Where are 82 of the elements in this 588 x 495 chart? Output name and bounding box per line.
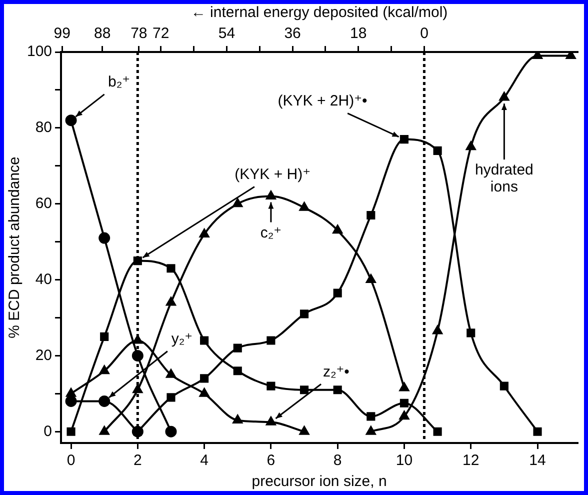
- point: [533, 427, 542, 436]
- point: [233, 344, 242, 352]
- point: [399, 410, 410, 420]
- point: [333, 386, 342, 394]
- point: [199, 388, 210, 397]
- point: [65, 114, 77, 126]
- point: [366, 210, 376, 220]
- y-tick-label: 40: [35, 270, 52, 288]
- point: [433, 427, 442, 436]
- point: [98, 395, 110, 407]
- point: [200, 374, 209, 383]
- x2-tick-label: 78: [130, 25, 148, 42]
- x-tick-label: 4: [200, 452, 208, 470]
- point: [300, 310, 309, 318]
- annotation: (KYK + 2H)⁺•: [278, 92, 368, 110]
- x-tick-label: 0: [66, 452, 76, 470]
- point: [300, 386, 309, 394]
- point: [266, 190, 276, 200]
- point: [166, 264, 176, 273]
- annotation: c₂⁺: [260, 224, 282, 242]
- x2-tick-label: 18: [350, 25, 367, 42]
- y-tick-label: 80: [35, 119, 52, 136]
- point: [333, 288, 342, 298]
- x-tick-label: 12: [462, 452, 480, 470]
- x2-tick-label: 54: [218, 25, 236, 42]
- point: [366, 426, 376, 435]
- y-tick-label: 0: [44, 422, 52, 440]
- point: [100, 332, 109, 341]
- x-axis-title: precursor ion size, n: [252, 473, 387, 490]
- point: [432, 325, 443, 334]
- point: [433, 146, 442, 155]
- point: [200, 336, 209, 345]
- point: [166, 296, 176, 306]
- point: [400, 135, 409, 144]
- x-tick-label: 2: [133, 452, 142, 470]
- point: [566, 52, 576, 60]
- y-tick-label: 100: [26, 43, 52, 60]
- point: [500, 382, 508, 390]
- x2-tick-label: 0: [420, 25, 428, 42]
- y-tick-label: 60: [35, 194, 52, 212]
- point: [165, 426, 177, 438]
- point: [233, 366, 242, 376]
- annotation: b₂⁺: [108, 73, 130, 90]
- point: [266, 382, 276, 390]
- point: [266, 336, 276, 345]
- point: [266, 416, 276, 426]
- point: [400, 398, 409, 408]
- x-tick-label: 10: [396, 452, 413, 470]
- point: [66, 427, 76, 436]
- x2-tick-label: 88: [94, 25, 111, 42]
- annotation: (KYK + H)⁺: [234, 166, 311, 183]
- point: [166, 393, 176, 402]
- annotation: y₂⁺: [171, 330, 193, 348]
- point: [232, 198, 243, 208]
- point: [466, 328, 476, 338]
- x2-tick-label: 72: [152, 25, 170, 42]
- point: [66, 388, 76, 397]
- point: [98, 232, 110, 244]
- point: [99, 426, 110, 435]
- point: [399, 382, 410, 392]
- point: [232, 414, 243, 424]
- x-tick-label: 14: [529, 452, 546, 470]
- point: [299, 426, 310, 435]
- point: [499, 92, 510, 101]
- point: [466, 141, 476, 150]
- point: [332, 224, 343, 234]
- x2-tick-label: 99: [54, 25, 70, 42]
- point: [366, 412, 376, 421]
- x2-tick-label: 36: [284, 25, 301, 42]
- x-tick-label: 6: [266, 452, 276, 470]
- point: [65, 395, 77, 407]
- x2-axis-title: ← internal energy deposited (kcal/mol): [190, 4, 448, 22]
- x-tick-label: 8: [333, 452, 342, 470]
- annotation: z₂⁺•: [322, 363, 350, 380]
- annotation: hydrated ions: [475, 162, 534, 196]
- point: [99, 365, 110, 374]
- point: [199, 228, 210, 238]
- y-tick-label: 20: [35, 346, 52, 364]
- point: [299, 202, 310, 211]
- point: [166, 368, 176, 378]
- y-axis-title: % ECD product abundance: [6, 156, 24, 338]
- point: [366, 274, 376, 284]
